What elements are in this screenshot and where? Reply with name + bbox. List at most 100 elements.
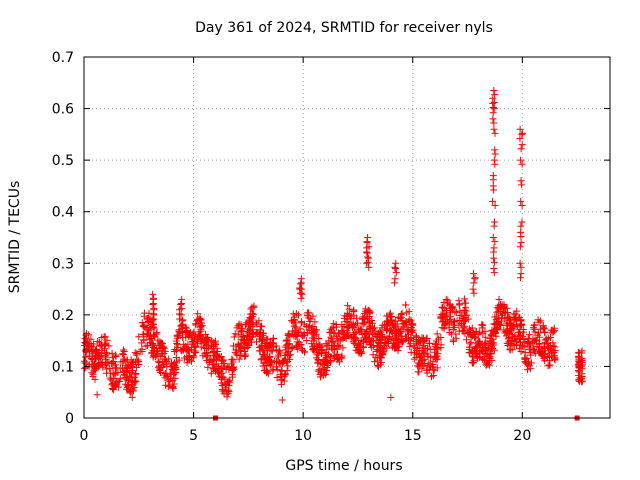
data-point (377, 334, 385, 342)
data-point (237, 321, 245, 329)
data-points (80, 87, 587, 421)
data-point (490, 105, 498, 113)
data-point (89, 370, 97, 378)
data-point (328, 344, 336, 352)
data-point (517, 177, 525, 185)
data-point (264, 355, 272, 363)
data-point (517, 156, 525, 164)
data-point (197, 322, 205, 330)
data-point (470, 357, 478, 365)
data-point (367, 325, 375, 333)
data-point (452, 330, 460, 338)
data-point (176, 310, 184, 318)
data-point (101, 351, 109, 359)
data-point (517, 222, 525, 230)
data-point (171, 374, 179, 382)
data-point (129, 367, 137, 375)
data-point (303, 329, 311, 337)
data-point (491, 150, 499, 158)
data-point (359, 343, 367, 351)
data-point (259, 330, 267, 338)
data-point (116, 374, 124, 382)
data-point (309, 312, 317, 320)
data-point (102, 340, 110, 348)
data-point (410, 342, 418, 350)
data-point (575, 363, 583, 371)
data-point (138, 319, 146, 327)
data-point (112, 352, 120, 360)
data-point (311, 344, 319, 352)
data-point (303, 337, 311, 345)
data-point (459, 327, 467, 335)
data-point (405, 307, 413, 315)
data-point (157, 349, 165, 357)
data-point (344, 323, 352, 331)
data-point (383, 327, 391, 335)
data-point (169, 383, 177, 391)
data-point (460, 295, 468, 303)
data-point (258, 322, 266, 330)
data-point (515, 345, 523, 353)
data-point (151, 352, 159, 360)
data-point (525, 331, 533, 339)
data-point (338, 335, 346, 343)
data-point (177, 300, 185, 308)
data-point (207, 369, 215, 377)
data-point (244, 329, 252, 337)
data-point (313, 340, 321, 348)
data-point (212, 356, 220, 364)
data-point (475, 338, 483, 346)
data-point (365, 263, 373, 271)
data-point (460, 306, 468, 314)
data-point (344, 329, 352, 337)
data-point (194, 340, 201, 348)
data-point (256, 326, 264, 334)
data-point (362, 338, 370, 346)
data-point (82, 353, 90, 361)
data-point (335, 358, 343, 366)
data-point (282, 346, 290, 354)
data-point (230, 333, 238, 341)
data-point (108, 381, 116, 389)
data-point (138, 347, 146, 355)
data-point (172, 364, 180, 372)
data-point (186, 332, 194, 340)
data-point (222, 365, 230, 373)
data-point (119, 346, 127, 354)
data-point (513, 341, 521, 349)
data-point (511, 310, 519, 318)
data-point (421, 336, 429, 344)
data-point (218, 357, 226, 365)
data-point (437, 313, 445, 321)
data-point (154, 357, 162, 365)
data-point (517, 145, 525, 153)
data-point (518, 181, 526, 189)
data-point (363, 259, 371, 267)
data-point (204, 351, 212, 359)
data-point (101, 333, 109, 341)
data-point (376, 328, 384, 336)
data-point (526, 365, 534, 373)
data-point (144, 329, 152, 337)
data-point (543, 340, 551, 348)
data-point (298, 290, 306, 298)
data-point (543, 354, 551, 362)
data-point (355, 328, 363, 336)
data-point (223, 378, 231, 386)
data-point (575, 376, 583, 384)
data-point (153, 351, 161, 359)
data-point (191, 331, 199, 339)
data-point (344, 302, 352, 310)
data-point (506, 319, 514, 327)
data-point (339, 334, 347, 342)
data-point (135, 333, 143, 341)
data-point (231, 330, 239, 338)
data-point (219, 387, 227, 395)
data-point (218, 374, 226, 382)
data-point (129, 387, 137, 395)
data-point (501, 309, 509, 317)
x-axis-label: GPS time / hours (285, 458, 402, 474)
data-point (550, 324, 558, 332)
data-point (575, 354, 583, 362)
data-point (126, 388, 134, 396)
